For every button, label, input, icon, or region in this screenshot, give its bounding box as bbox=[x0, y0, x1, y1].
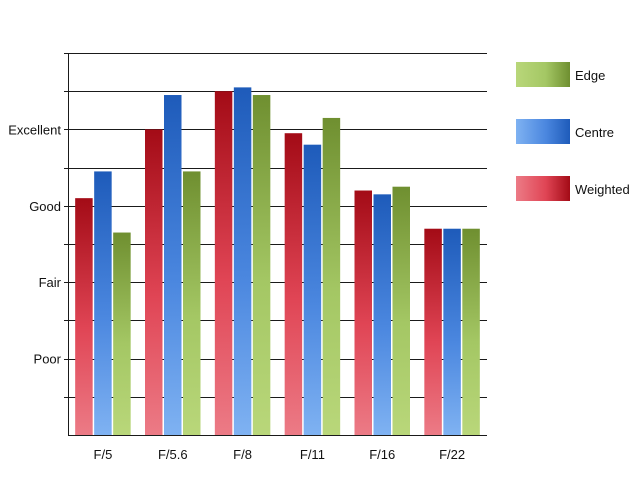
bar-centre-f16 bbox=[373, 194, 391, 435]
x-tick-label: F/8 bbox=[233, 447, 252, 462]
bar-edge-f22 bbox=[462, 228, 480, 435]
bars bbox=[75, 87, 480, 436]
bar-edge-f11 bbox=[322, 117, 341, 435]
x-tick-label: F/5 bbox=[94, 447, 113, 462]
bar-edge-f8 bbox=[252, 95, 271, 436]
bar-centre-f22 bbox=[443, 228, 461, 435]
y-tick-label: Good bbox=[29, 199, 61, 214]
legend-label-edge: Edge bbox=[575, 68, 605, 83]
bar-centre-f5 bbox=[94, 171, 112, 436]
bar-centre-f56 bbox=[164, 95, 182, 436]
bar-edge-f56 bbox=[183, 171, 201, 436]
y-tick-label: Excellent bbox=[8, 122, 61, 137]
bar-weighted-f5 bbox=[75, 198, 93, 435]
y-tick-labels: Poor Fair Good Excellent bbox=[8, 122, 61, 366]
bar-weighted-f56 bbox=[145, 129, 163, 435]
bar-weighted-f8 bbox=[214, 91, 233, 435]
x-tick-labels: F/5 F/5.6 F/8 F/11 F/16 F/22 bbox=[94, 447, 466, 462]
y-tick-label: Poor bbox=[34, 352, 62, 367]
axes bbox=[68, 53, 487, 436]
bar-centre-f8 bbox=[233, 87, 252, 435]
legend: Edge Centre Weighted bbox=[516, 62, 630, 201]
legend-swatch-edge bbox=[516, 62, 570, 87]
gridlines bbox=[64, 53, 487, 398]
legend-swatch-centre bbox=[516, 119, 570, 144]
legend-label-centre: Centre bbox=[575, 125, 614, 140]
bar-edge-f5 bbox=[113, 232, 131, 435]
x-tick-label: F/11 bbox=[300, 447, 325, 462]
legend-swatch-weighted bbox=[516, 176, 570, 201]
legend-label-weighted: Weighted bbox=[575, 182, 630, 197]
y-tick-label: Fair bbox=[39, 275, 62, 290]
bar-weighted-f16 bbox=[354, 190, 372, 435]
bar-edge-f16 bbox=[392, 186, 410, 435]
x-tick-label: F/5.6 bbox=[158, 447, 188, 462]
x-tick-label: F/22 bbox=[439, 447, 465, 462]
bar-weighted-f11 bbox=[284, 133, 303, 435]
bar-weighted-f22 bbox=[424, 228, 442, 435]
x-tick-label: F/16 bbox=[369, 447, 395, 462]
bar-centre-f11 bbox=[303, 144, 322, 435]
